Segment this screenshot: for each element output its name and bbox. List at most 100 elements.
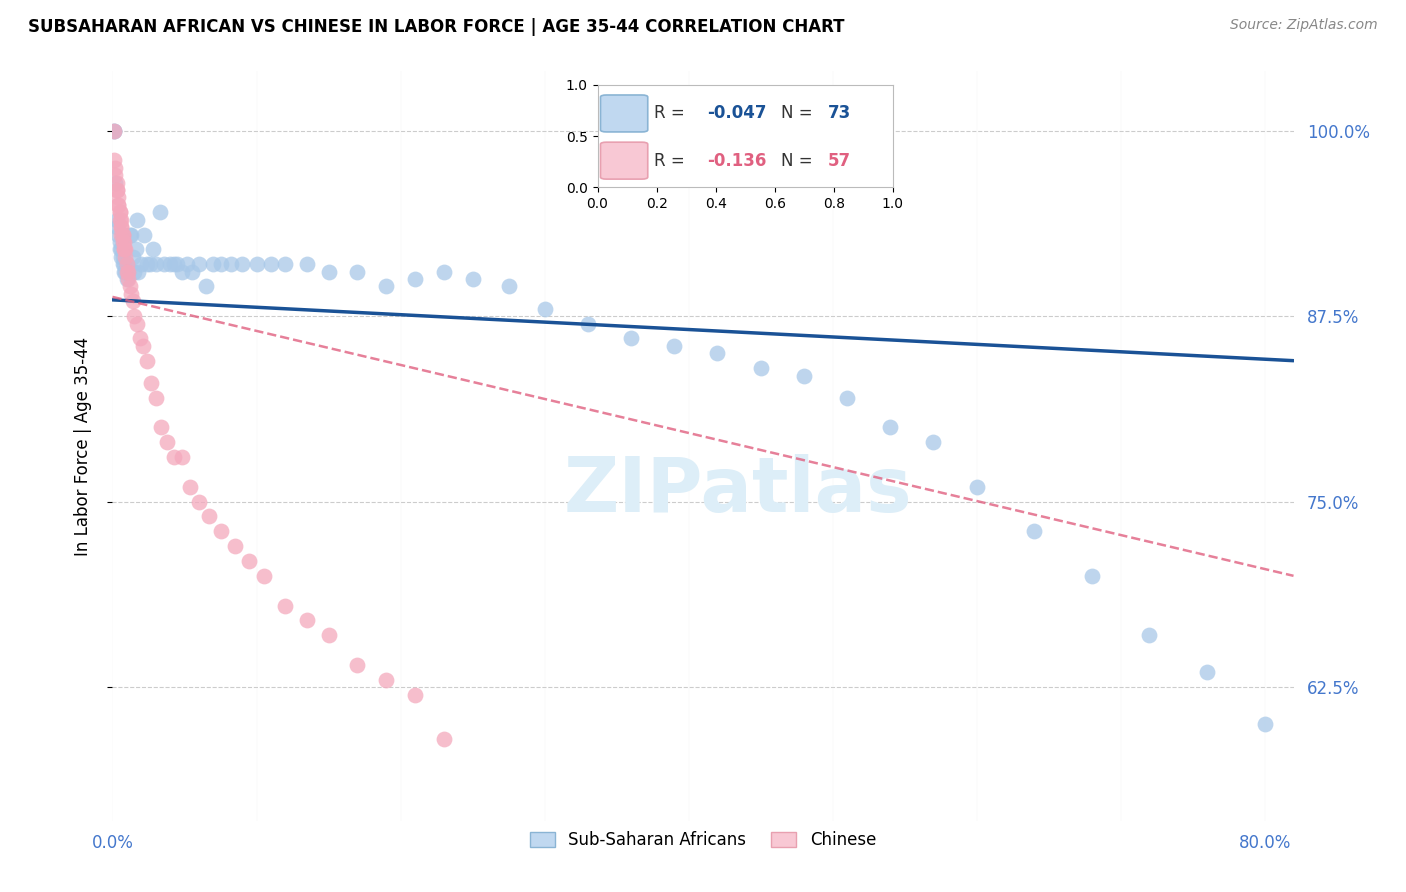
Point: [111, 227, 134, 242]
FancyBboxPatch shape: [600, 95, 648, 132]
Point: [107, 190, 129, 204]
Point: [105, 183, 128, 197]
Point: [150, 420, 173, 434]
Point: [253, 569, 276, 583]
Point: [1310, 724, 1333, 739]
Point: [117, 272, 139, 286]
Point: [114, 265, 136, 279]
Point: [620, 331, 643, 345]
Point: [103, 153, 125, 168]
Point: [104, 176, 127, 190]
Point: [120, 287, 142, 301]
Point: [108, 243, 131, 257]
Point: [108, 235, 131, 249]
Point: [134, 227, 156, 242]
Point: [107, 227, 129, 242]
Point: [104, 161, 127, 175]
Point: [170, 265, 193, 279]
Point: [156, 435, 179, 450]
Point: [118, 227, 141, 242]
Point: [105, 176, 128, 190]
Text: ZIPatlas: ZIPatlas: [564, 454, 912, 528]
Point: [107, 198, 129, 212]
Point: [145, 257, 167, 271]
Point: [533, 301, 555, 316]
Point: [1139, 628, 1161, 642]
Point: [404, 688, 426, 702]
Point: [159, 257, 181, 271]
Point: [966, 480, 988, 494]
Text: SUBSAHARAN AFRICAN VS CHINESE IN LABOR FORCE | AGE 35-44 CORRELATION CHART: SUBSAHARAN AFRICAN VS CHINESE IN LABOR F…: [28, 18, 845, 36]
Point: [145, 391, 167, 405]
Point: [879, 420, 901, 434]
Text: 57: 57: [828, 152, 851, 169]
Point: [136, 257, 159, 271]
Point: [1197, 665, 1219, 680]
Point: [163, 257, 186, 271]
Point: [142, 243, 165, 257]
Point: [110, 220, 132, 235]
Point: [103, 124, 125, 138]
Point: [110, 212, 132, 227]
Point: [295, 613, 318, 627]
Point: [209, 524, 232, 539]
Point: [180, 265, 202, 279]
Point: [103, 124, 125, 138]
Point: [346, 657, 368, 672]
Point: [112, 243, 135, 257]
Point: [114, 243, 136, 257]
Text: -0.047: -0.047: [707, 104, 766, 122]
Point: [112, 257, 135, 271]
Point: [118, 279, 141, 293]
Text: N =: N =: [780, 104, 817, 122]
Text: R =: R =: [654, 104, 690, 122]
Point: [129, 257, 152, 271]
Point: [1254, 717, 1277, 731]
Point: [922, 435, 945, 450]
Point: [706, 346, 728, 360]
Point: [375, 279, 398, 293]
Point: [498, 279, 520, 293]
Point: [153, 257, 176, 271]
Point: [187, 257, 209, 271]
Point: [835, 391, 858, 405]
Point: [107, 198, 129, 212]
Point: [112, 243, 135, 257]
Point: [202, 257, 225, 271]
Point: [121, 250, 143, 264]
Point: [166, 257, 188, 271]
Point: [295, 257, 318, 271]
Point: [122, 309, 145, 323]
Point: [108, 205, 131, 219]
Point: [136, 353, 159, 368]
Text: Source: ZipAtlas.com: Source: ZipAtlas.com: [1230, 18, 1378, 32]
Point: [121, 294, 143, 309]
Point: [112, 265, 135, 279]
Point: [195, 279, 218, 293]
Point: [124, 243, 146, 257]
Point: [139, 257, 162, 271]
Point: [274, 599, 297, 613]
Text: 73: 73: [828, 104, 851, 122]
Point: [115, 265, 138, 279]
Point: [125, 212, 148, 227]
Point: [149, 205, 172, 219]
FancyBboxPatch shape: [600, 142, 648, 179]
Point: [110, 243, 132, 257]
Point: [179, 480, 201, 494]
Point: [404, 272, 426, 286]
Point: [105, 212, 128, 227]
Point: [105, 183, 128, 197]
Text: R =: R =: [654, 152, 690, 169]
Point: [112, 235, 135, 249]
Point: [318, 628, 340, 642]
Point: [115, 257, 138, 271]
Point: [187, 494, 209, 508]
Point: [1024, 524, 1046, 539]
Point: [132, 339, 155, 353]
Point: [105, 220, 128, 235]
Point: [110, 250, 132, 264]
Point: [114, 250, 136, 264]
Point: [110, 227, 132, 242]
Point: [664, 339, 686, 353]
